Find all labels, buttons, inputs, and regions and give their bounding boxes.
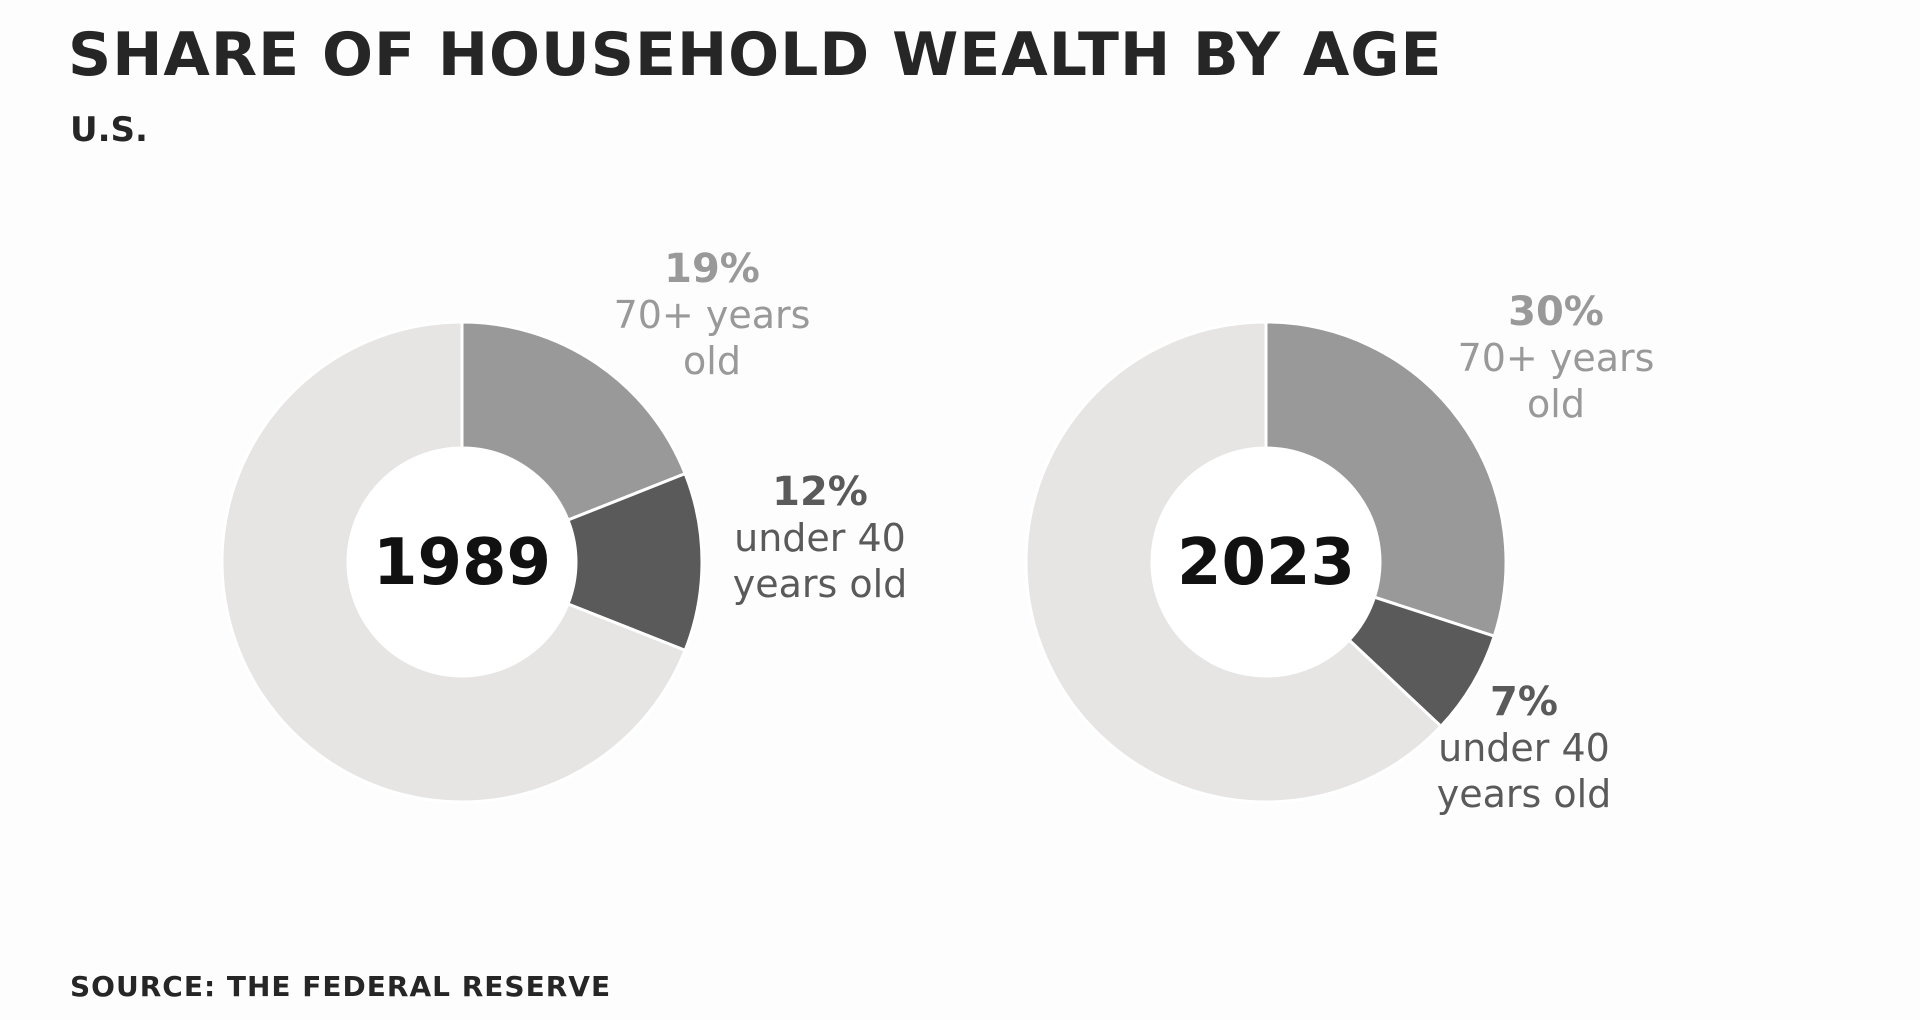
center-year-label: 1989	[373, 526, 551, 600]
slice-category-label: under 40	[1438, 726, 1610, 770]
slice-percent-label: 7%	[1490, 679, 1558, 725]
slice-percent-label: 30%	[1508, 289, 1604, 335]
slice-percent-label: 19%	[664, 246, 760, 292]
center-year-label: 2023	[1177, 526, 1355, 600]
chart-title: Share of household wealth by age	[68, 20, 1443, 90]
chart-subtitle: U.S.	[70, 110, 148, 150]
slice-category-label: years old	[1437, 772, 1612, 816]
slice-category-label: years old	[733, 562, 908, 606]
source-note: Source: The Federal Reserve	[70, 970, 612, 1003]
slice-category-label: old	[1527, 382, 1585, 426]
slice-category-label: 70+ years	[1458, 336, 1655, 380]
slice-category-label: 70+ years	[614, 293, 811, 337]
donut-hole	[348, 448, 576, 676]
donut-hole	[1152, 448, 1380, 676]
slice-percent-label: 12%	[772, 469, 868, 515]
slice-category-label: old	[683, 339, 741, 383]
slice-category-label: under 40	[734, 516, 906, 560]
